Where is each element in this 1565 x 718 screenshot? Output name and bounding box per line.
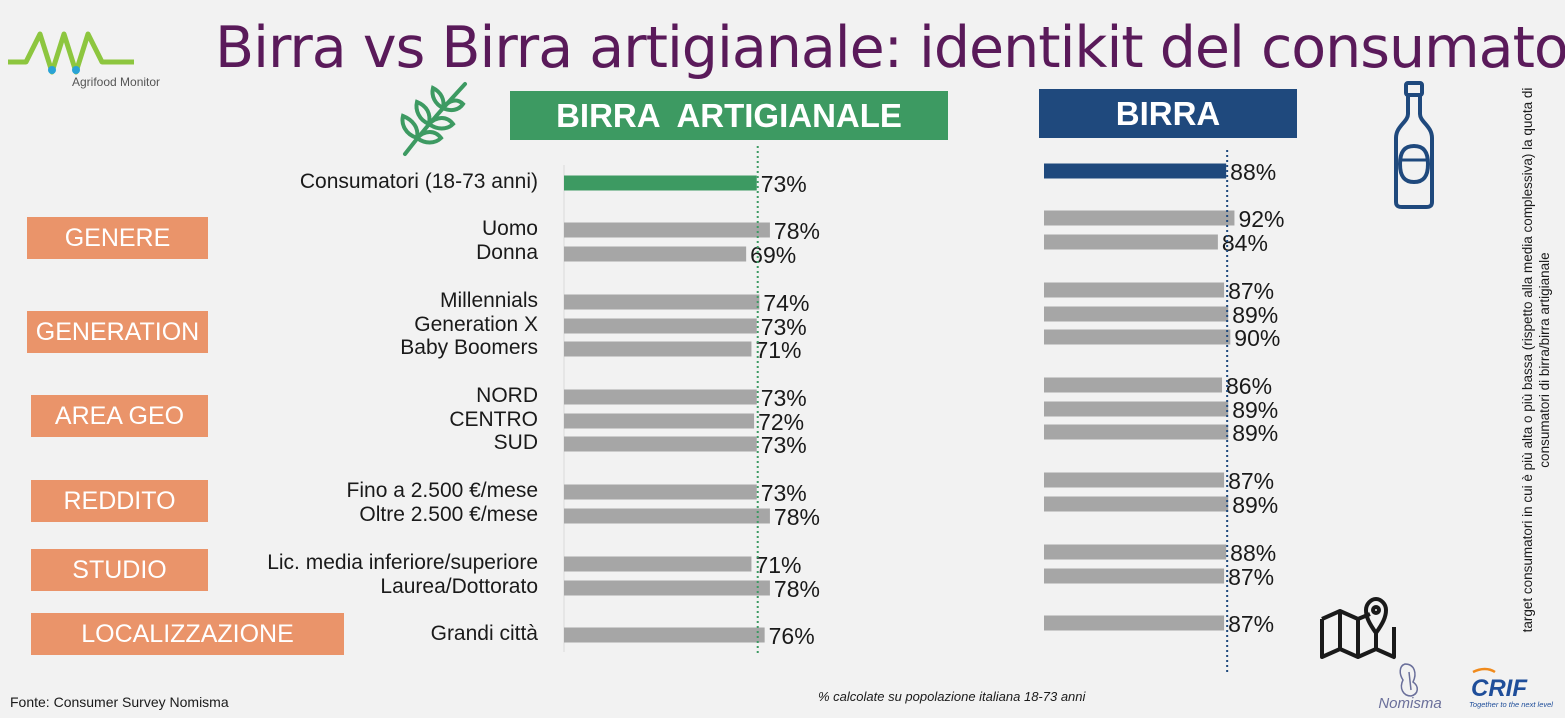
logo-text: Agrifood Monitor bbox=[72, 75, 161, 89]
beer-value-label: 89% bbox=[1232, 492, 1278, 518]
category-area-geo: AREA GEO bbox=[31, 395, 208, 437]
beer-bar bbox=[1044, 496, 1229, 512]
craft-value-label: 74% bbox=[763, 290, 809, 316]
beer-value-label: 87% bbox=[1228, 468, 1274, 494]
craft-beer-header: BIRRA ARTIGIANALE bbox=[510, 91, 948, 140]
craft-value-label: 69% bbox=[750, 242, 796, 268]
row-label: Baby Boomers bbox=[400, 336, 538, 359]
row-label: Donna bbox=[476, 241, 538, 264]
row-label: Millennials bbox=[439, 289, 538, 312]
beer-bar bbox=[1044, 282, 1225, 298]
row-label: Consumatori (18-73 anni) bbox=[299, 170, 538, 193]
row-label: Fino a 2.500 €/mese bbox=[346, 479, 538, 502]
row-label: Laurea/Dottorato bbox=[380, 575, 538, 598]
row-label: Lic. media inferiore/superiore bbox=[267, 551, 538, 574]
beer-bar bbox=[1044, 544, 1227, 560]
row-label: Generation X bbox=[414, 313, 538, 336]
beer-value-label: 87% bbox=[1228, 611, 1274, 637]
beer-value-label: 88% bbox=[1230, 540, 1276, 566]
svg-text:Together to the next level: Together to the next level bbox=[1469, 700, 1553, 709]
craft-value-label: 76% bbox=[769, 623, 815, 649]
bottle-icon bbox=[1394, 81, 1434, 209]
craft-value-label: 71% bbox=[755, 337, 801, 363]
beer-value-label: 84% bbox=[1222, 230, 1268, 256]
side-note-text: target consumatori in cui è più alta o p… bbox=[1520, 87, 1552, 633]
beer-bar bbox=[1044, 306, 1229, 322]
craft-bar bbox=[564, 341, 752, 357]
row-label: Uomo bbox=[481, 217, 538, 240]
craft-bar bbox=[564, 246, 747, 262]
nomisma-logo: Nomisma bbox=[1378, 663, 1442, 712]
craft-bar bbox=[564, 318, 757, 334]
craft-value-label: 73% bbox=[761, 480, 807, 506]
beer-bar bbox=[1044, 329, 1231, 345]
beer-value-label: 92% bbox=[1238, 206, 1284, 232]
craft-value-label: 78% bbox=[774, 218, 820, 244]
craft-value-label: 73% bbox=[761, 432, 807, 458]
crif-logo: CRIF Together to the next level bbox=[1469, 667, 1553, 709]
craft-bar bbox=[564, 436, 757, 452]
craft-bar bbox=[564, 413, 755, 429]
beer-bar bbox=[1044, 377, 1223, 393]
row-label: NORD bbox=[476, 384, 538, 407]
beer-bar bbox=[1044, 210, 1235, 226]
svg-text:CRIF: CRIF bbox=[1471, 675, 1528, 702]
beer-bar bbox=[1044, 472, 1225, 488]
craft-value-label: 78% bbox=[774, 576, 820, 602]
category-generation: GENERATION bbox=[27, 311, 208, 353]
craft-bar bbox=[564, 175, 757, 191]
craft-value-label: 72% bbox=[758, 409, 804, 435]
craft-bar bbox=[564, 627, 765, 643]
craft-bar bbox=[564, 556, 752, 572]
craft-bar bbox=[564, 580, 770, 596]
craft-bar bbox=[564, 389, 757, 405]
beer-bar bbox=[1044, 401, 1229, 417]
beer-value-label: 87% bbox=[1228, 564, 1274, 590]
beer-value-label: 87% bbox=[1228, 278, 1274, 304]
craft-value-label: 78% bbox=[774, 504, 820, 530]
footnote: % calcolate su popolazione italiana 18-7… bbox=[818, 689, 1086, 704]
row-label: CENTRO bbox=[449, 408, 538, 431]
craft-value-label: 73% bbox=[761, 314, 807, 340]
beer-bar bbox=[1044, 424, 1229, 440]
beer-bar bbox=[1044, 163, 1227, 179]
beer-header: BIRRA bbox=[1039, 89, 1297, 138]
beer-bar bbox=[1044, 568, 1225, 584]
wheat-icon bbox=[400, 82, 467, 156]
map-pin-icon bbox=[1320, 597, 1396, 659]
page-title: Birra vs Birra artigianale: identikit de… bbox=[215, 15, 1565, 81]
row-label: Oltre 2.500 €/mese bbox=[359, 503, 538, 526]
beer-value-label: 89% bbox=[1232, 302, 1278, 328]
beer-value-label: 89% bbox=[1232, 420, 1278, 446]
agrifood-monitor-logo bbox=[8, 31, 134, 75]
row-label: Grandi città bbox=[430, 622, 538, 645]
craft-bar bbox=[564, 508, 770, 524]
craft-value-label: 71% bbox=[755, 552, 801, 578]
beer-value-label: 90% bbox=[1234, 325, 1280, 351]
category-reddito: REDDITO bbox=[31, 480, 208, 522]
beer-value-label: 86% bbox=[1226, 373, 1272, 399]
category-localizzazione: LOCALIZZAZIONE bbox=[31, 613, 344, 655]
row-label: SUD bbox=[493, 431, 538, 454]
craft-value-label: 73% bbox=[761, 171, 807, 197]
craft-bar bbox=[564, 222, 770, 238]
category-studio: STUDIO bbox=[31, 549, 208, 591]
beer-bar bbox=[1044, 234, 1218, 250]
craft-bar bbox=[564, 484, 757, 500]
beer-bar bbox=[1044, 615, 1225, 631]
craft-bar bbox=[564, 294, 760, 310]
category-genere: GENERE bbox=[27, 217, 208, 259]
craft-value-label: 73% bbox=[761, 385, 807, 411]
beer-value-label: 89% bbox=[1232, 397, 1278, 423]
source-note: Fonte: Consumer Survey Nomisma bbox=[10, 694, 229, 710]
beer-value-label: 88% bbox=[1230, 159, 1276, 185]
svg-text:Nomisma: Nomisma bbox=[1378, 695, 1441, 712]
